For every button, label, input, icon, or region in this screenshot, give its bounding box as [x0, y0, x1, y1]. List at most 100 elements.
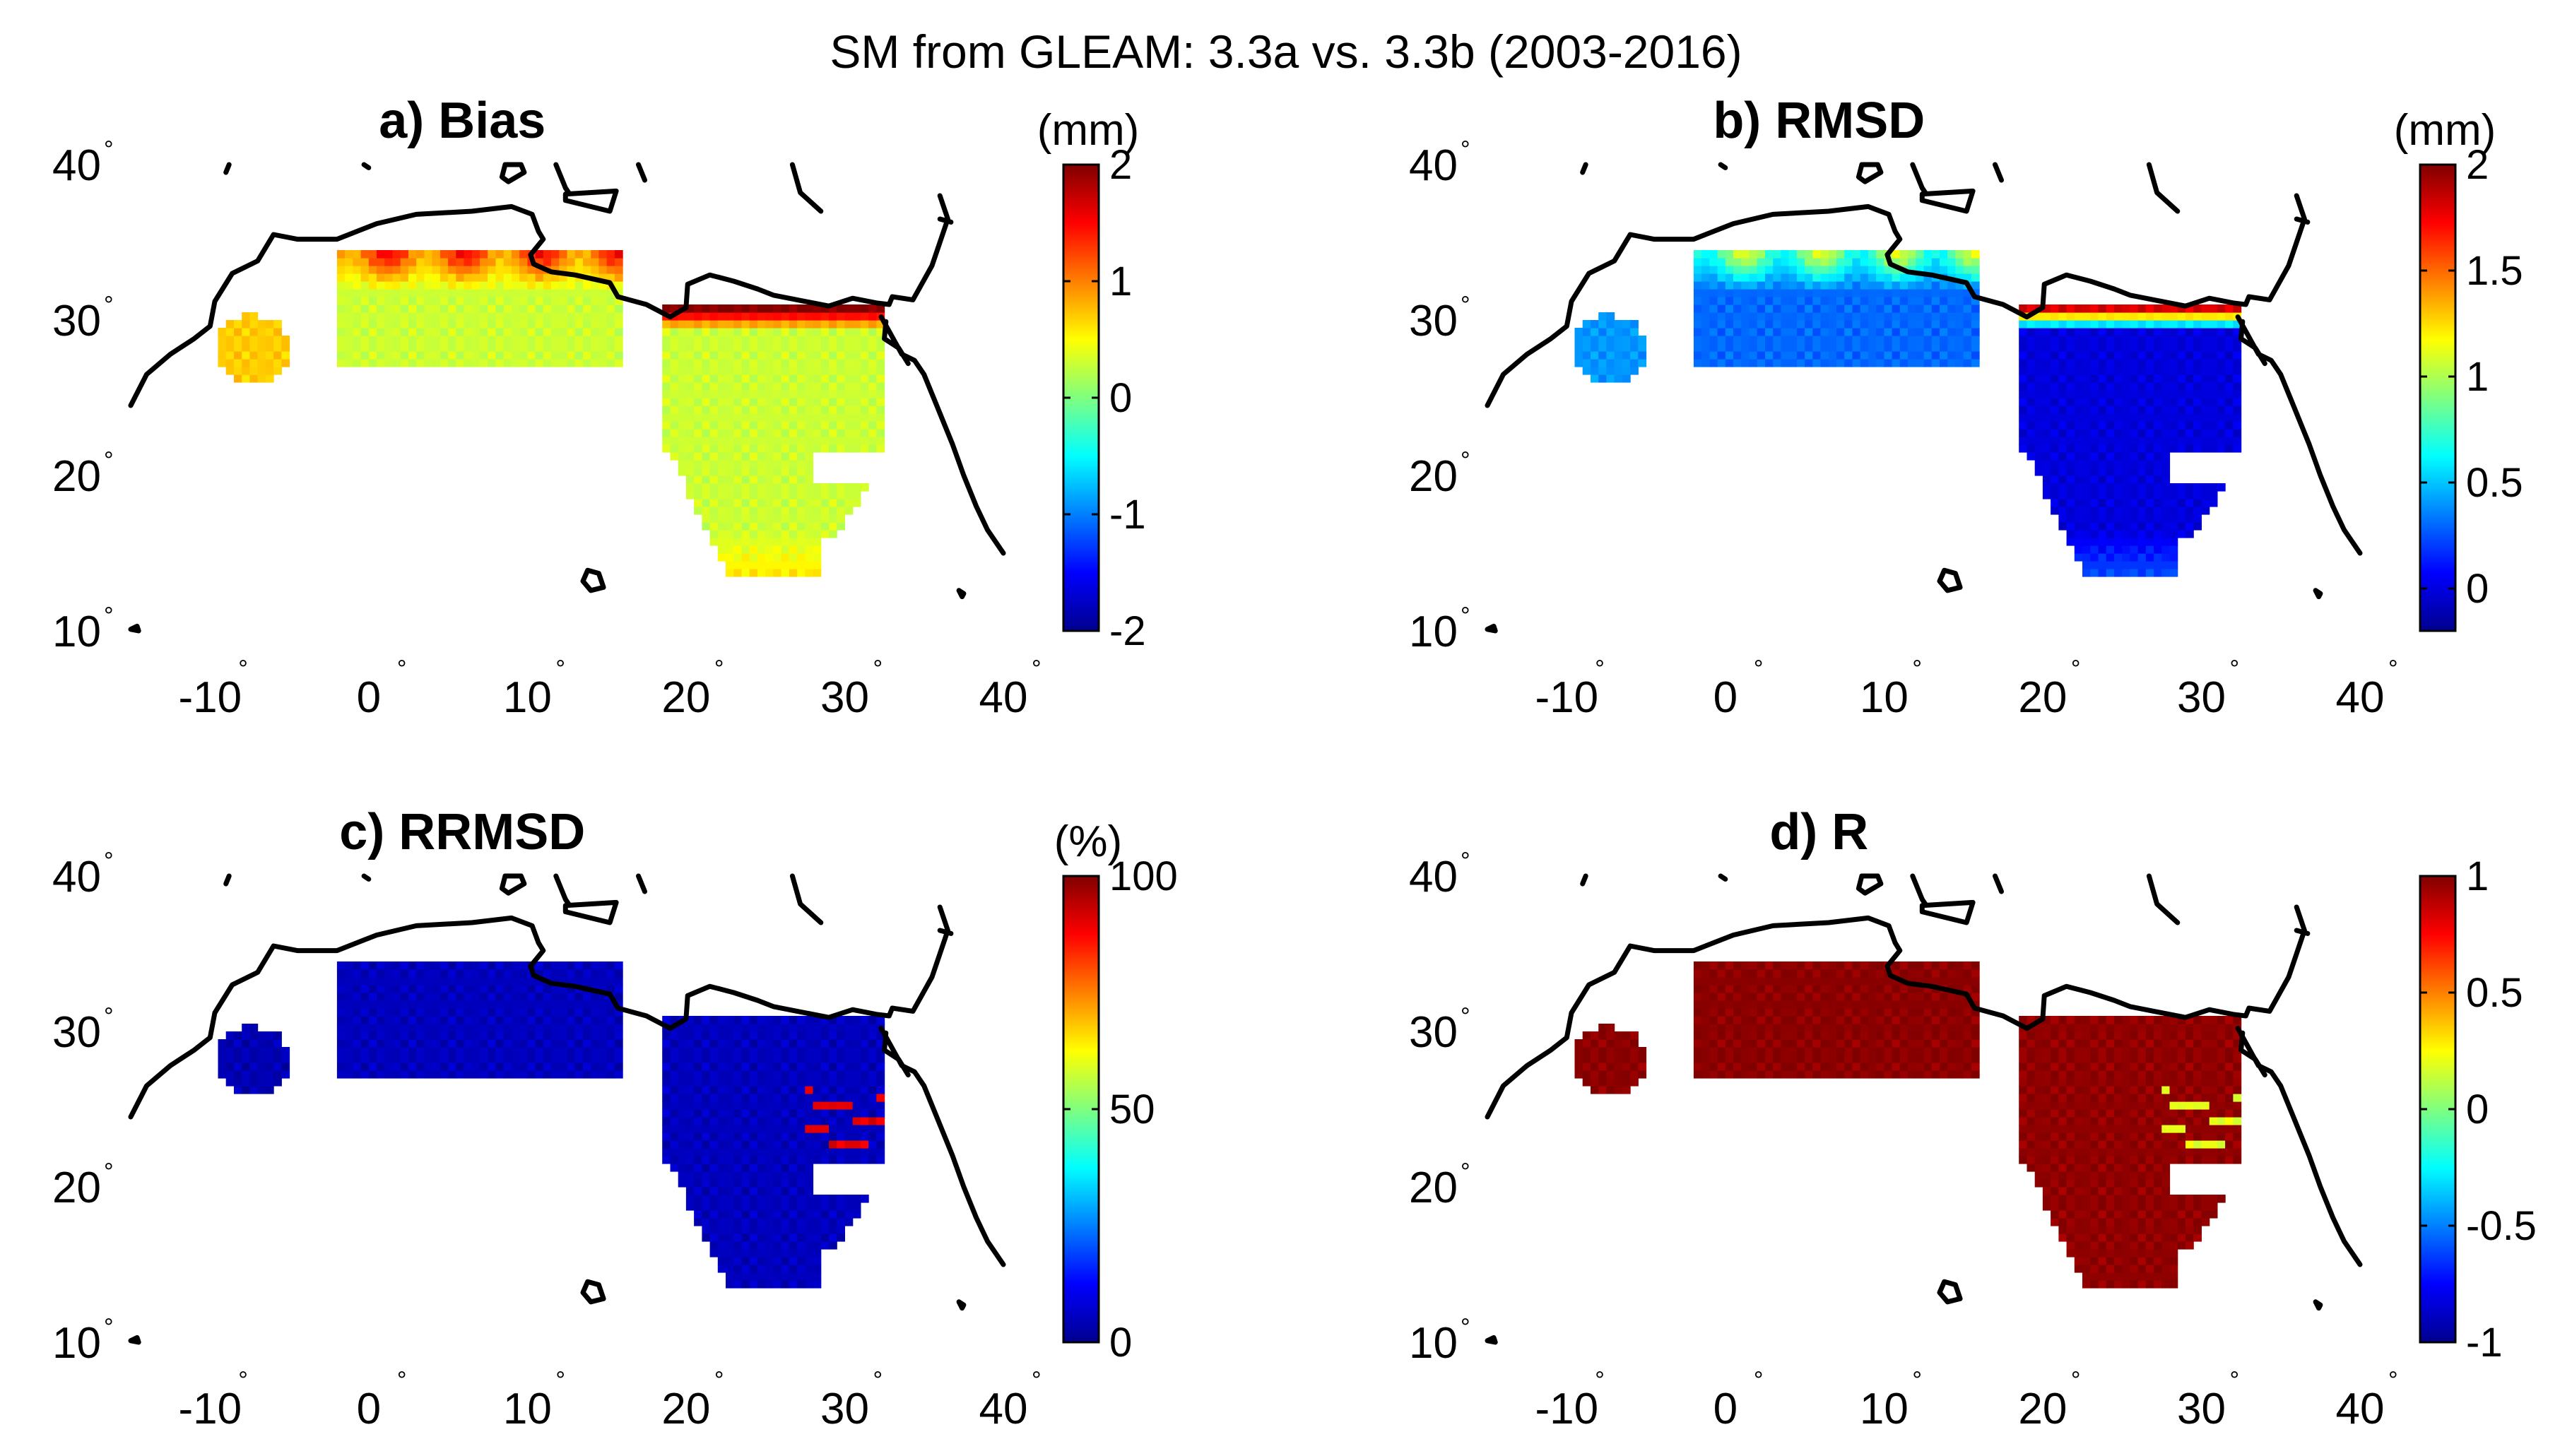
heatmap-cell	[1852, 993, 1861, 1001]
heatmap-cell	[662, 1047, 671, 1055]
heatmap-cell	[2225, 367, 2234, 375]
colorbar-tick-label: 0	[1109, 375, 1132, 421]
heatmap-cell	[860, 1109, 869, 1118]
heatmap-cell	[567, 281, 576, 290]
heatmap-cell	[416, 985, 425, 993]
heatmap-cell	[1788, 1024, 1798, 1032]
heatmap-cell	[2034, 328, 2043, 336]
heatmap-cell	[527, 1070, 536, 1079]
heatmap-cell	[495, 1070, 505, 1079]
heatmap-cell	[591, 336, 599, 344]
heatmap-cell	[2161, 328, 2171, 336]
heatmap-cell	[837, 437, 845, 445]
heatmap-cell	[1805, 250, 1813, 259]
x-tick-label: 40	[2336, 673, 2385, 722]
heatmap-cell	[535, 977, 544, 986]
heatmap-cell	[709, 1218, 719, 1226]
heatmap-cell	[789, 328, 798, 336]
heatmap-cell	[488, 1000, 496, 1009]
heatmap-cell	[1701, 328, 1710, 336]
heatmap-cell	[876, 1094, 885, 1102]
heatmap-cell	[1717, 1047, 1726, 1055]
heatmap-cell	[1947, 969, 1956, 978]
heatmap-cell	[432, 250, 441, 259]
heatmap-cell	[741, 1233, 750, 1242]
heatmap-cell	[1899, 289, 1909, 297]
heatmap-cell	[2193, 421, 2202, 430]
heatmap-cell	[709, 1171, 719, 1180]
heatmap-cell	[480, 328, 488, 336]
heatmap-cell	[368, 304, 377, 313]
heatmap-cell	[2082, 320, 2091, 329]
heatmap-cell	[424, 266, 433, 274]
heatmap-cell	[2154, 514, 2162, 523]
heatmap-cell	[741, 367, 750, 375]
heatmap-cell	[353, 273, 362, 282]
heatmap-cell	[2209, 312, 2218, 321]
heatmap-cell	[1757, 289, 1766, 297]
heatmap-cell	[670, 351, 679, 360]
heatmap-cell	[559, 977, 568, 986]
heatmap-cell	[860, 406, 869, 414]
heatmap-cell	[2098, 304, 2107, 313]
heatmap-cell	[813, 1132, 822, 1141]
heatmap-cell	[2066, 320, 2075, 329]
heatmap-cell	[471, 993, 480, 1001]
heatmap-cell	[2082, 413, 2091, 422]
heatmap-cell	[368, 961, 377, 970]
heatmap-cell	[432, 1000, 441, 1009]
heatmap-cell	[1606, 1063, 1615, 1071]
heatmap-cell	[781, 1125, 790, 1133]
heatmap-cell	[1908, 351, 1916, 360]
heatmap-cell	[440, 266, 449, 274]
heatmap-cell	[392, 359, 401, 367]
heatmap-cell	[392, 969, 401, 978]
heatmap-cell	[1955, 969, 1964, 978]
heatmap-cell	[1884, 343, 1893, 352]
heatmap-cell	[820, 1063, 830, 1071]
heatmap-cell	[789, 1140, 798, 1149]
heatmap-cell	[852, 444, 861, 453]
heatmap-cell	[1591, 343, 1599, 352]
heatmap-cell	[685, 1148, 695, 1156]
heatmap-cell	[726, 1109, 734, 1118]
heatmap-cell	[2042, 328, 2051, 336]
heatmap-cell	[1899, 1031, 1909, 1040]
heatmap-cell	[813, 1109, 822, 1118]
heatmap-cell	[2051, 390, 2059, 398]
heatmap-cell	[1852, 281, 1861, 290]
heatmap-cell	[1844, 1008, 1853, 1017]
heatmap-cell	[360, 351, 370, 360]
heatmap-cell	[1582, 328, 1591, 336]
heatmap-cell	[1796, 304, 1805, 313]
heatmap-cell	[265, 1039, 274, 1048]
heatmap-cell	[670, 1055, 679, 1063]
heatmap-cell	[789, 336, 798, 344]
heatmap-cell	[2169, 507, 2178, 515]
heatmap-cell	[741, 359, 750, 367]
heatmap-cell	[2145, 514, 2154, 523]
heatmap-cell	[757, 507, 766, 515]
heatmap-cell	[559, 1039, 568, 1048]
heatmap-cell	[765, 1132, 774, 1141]
heatmap-cell	[685, 1156, 695, 1164]
heatmap-cell	[2098, 320, 2107, 329]
heatmap-cell	[876, 359, 885, 367]
heatmap-cell	[424, 304, 433, 313]
heatmap-cell	[1765, 351, 1774, 360]
heatmap-cell	[448, 312, 456, 321]
heatmap-cell	[868, 351, 877, 360]
heatmap-cell	[733, 304, 743, 313]
heatmap-cell	[2161, 382, 2171, 391]
heatmap-cell	[2114, 561, 2123, 569]
heatmap-cell	[1931, 320, 1940, 329]
heatmap-cell	[368, 1016, 377, 1024]
heatmap-cell	[1749, 250, 1758, 259]
heatmap-cell	[2106, 444, 2115, 453]
heatmap-cell	[813, 561, 822, 569]
heatmap-cell	[733, 1210, 743, 1219]
heatmap-cell	[844, 1156, 854, 1164]
heatmap-cell	[2130, 437, 2139, 445]
heatmap-cell	[726, 374, 734, 383]
heatmap-cell	[717, 1063, 726, 1071]
